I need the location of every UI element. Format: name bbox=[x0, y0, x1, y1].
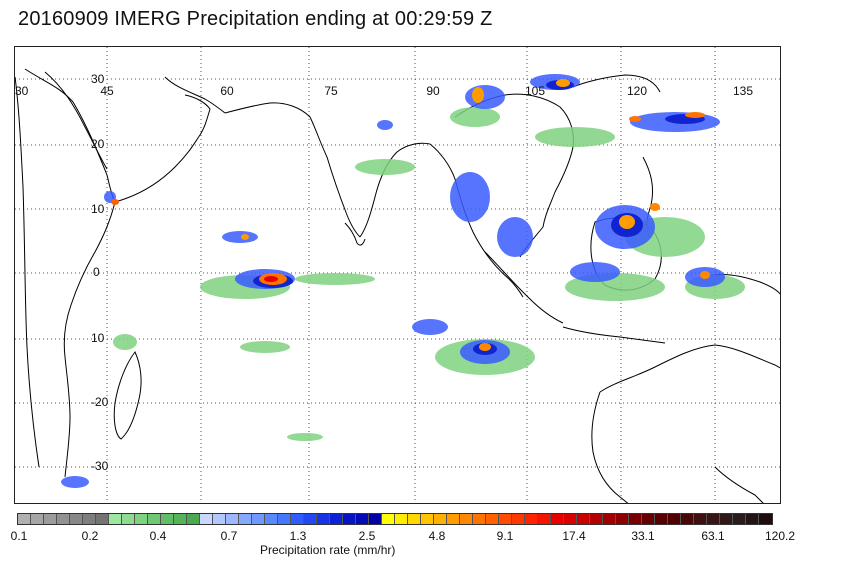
colorbar-swatch bbox=[486, 514, 499, 524]
lon-label-120: 120 bbox=[627, 84, 647, 98]
cb-tick-7: 9.1 bbox=[496, 529, 514, 543]
map-canvas: 30 45 60 75 90 105 120 135 30 20 10 0 10… bbox=[15, 47, 780, 503]
colorbar-swatch bbox=[694, 514, 707, 524]
colorbar-swatch bbox=[668, 514, 681, 524]
colorbar-swatch bbox=[44, 514, 57, 524]
colorbar-swatch bbox=[655, 514, 668, 524]
cb-tick-8: 17.4 bbox=[562, 529, 586, 543]
colorbar-swatch bbox=[317, 514, 330, 524]
lon-label-135: 135 bbox=[733, 84, 753, 98]
colorbar-swatch bbox=[421, 514, 434, 524]
colorbar-swatch bbox=[525, 514, 538, 524]
colorbar-swatch bbox=[564, 514, 577, 524]
precipitation-colorbar bbox=[17, 513, 773, 525]
colorbar-swatch bbox=[18, 514, 31, 524]
colorbar-swatch bbox=[252, 514, 265, 524]
colorbar-swatch bbox=[447, 514, 460, 524]
lon-label-60: 60 bbox=[220, 84, 234, 98]
colorbar-swatch bbox=[642, 514, 655, 524]
colorbar-swatch bbox=[135, 514, 148, 524]
colorbar-swatch bbox=[681, 514, 694, 524]
colorbar-swatch bbox=[395, 514, 408, 524]
colorbar-swatch bbox=[304, 514, 317, 524]
colorbar-swatch bbox=[499, 514, 512, 524]
cb-tick-4: 1.3 bbox=[289, 529, 307, 543]
cb-tick-1: 0.2 bbox=[81, 529, 99, 543]
colorbar-swatch bbox=[707, 514, 720, 524]
colorbar-swatch bbox=[382, 514, 395, 524]
colorbar-swatch bbox=[538, 514, 551, 524]
colorbar-swatch bbox=[200, 514, 213, 524]
colorbar-swatch bbox=[616, 514, 629, 524]
colorbar-swatch bbox=[551, 514, 564, 524]
lon-label-105: 105 bbox=[525, 84, 545, 98]
colorbar-swatch bbox=[408, 514, 421, 524]
colorbar-swatch bbox=[720, 514, 733, 524]
intense-rain-cores bbox=[111, 79, 710, 351]
colorbar-swatch bbox=[57, 514, 70, 524]
colorbar-swatch bbox=[83, 514, 96, 524]
colorbar-swatch bbox=[96, 514, 109, 524]
cb-tick-0: 0.1 bbox=[10, 529, 28, 543]
lat-label-10: 10 bbox=[91, 202, 105, 216]
cb-tick-11: 120.2 bbox=[764, 529, 796, 543]
colorbar-swatch bbox=[187, 514, 200, 524]
colorbar-swatch bbox=[603, 514, 616, 524]
colorbar-swatch bbox=[122, 514, 135, 524]
cb-tick-2: 0.4 bbox=[149, 529, 167, 543]
colorbar-swatch bbox=[70, 514, 83, 524]
colorbar-tick-labels: 0.1 0.2 0.4 0.7 1.3 2.5 4.8 9.1 17.4 33.… bbox=[0, 529, 865, 545]
colorbar-swatch bbox=[174, 514, 187, 524]
colorbar-swatch bbox=[356, 514, 369, 524]
latitude-labels: 30 20 10 0 10 -20 -30 bbox=[91, 72, 109, 473]
colorbar-swatch bbox=[512, 514, 525, 524]
cb-tick-10: 63.1 bbox=[701, 529, 725, 543]
colorbar-swatch bbox=[226, 514, 239, 524]
colorbar-swatch bbox=[473, 514, 486, 524]
colorbar-swatch bbox=[109, 514, 122, 524]
light-rain-areas bbox=[113, 107, 745, 441]
colorbar-swatch bbox=[161, 514, 174, 524]
longitude-labels: 30 45 60 75 90 105 120 135 bbox=[15, 84, 753, 98]
colorbar-swatch bbox=[460, 514, 473, 524]
colorbar-swatch bbox=[629, 514, 642, 524]
colorbar-swatch bbox=[590, 514, 603, 524]
colorbar-swatch bbox=[343, 514, 356, 524]
colorbar-swatch bbox=[434, 514, 447, 524]
colorbar-swatch bbox=[265, 514, 278, 524]
colorbar-swatch bbox=[148, 514, 161, 524]
colorbar-swatch bbox=[291, 514, 304, 524]
cb-tick-9: 33.1 bbox=[631, 529, 655, 543]
coastlines bbox=[15, 68, 780, 503]
lon-label-45: 45 bbox=[100, 84, 114, 98]
colorbar-swatch bbox=[239, 514, 252, 524]
colorbar-swatch bbox=[330, 514, 343, 524]
colorbar-swatch bbox=[577, 514, 590, 524]
lat-label-30: 30 bbox=[91, 72, 105, 86]
lat-label-minus30: -30 bbox=[91, 459, 109, 473]
colorbar-swatch bbox=[746, 514, 759, 524]
cb-tick-5: 2.5 bbox=[358, 529, 376, 543]
lon-label-75: 75 bbox=[324, 84, 338, 98]
colorbar-title: Precipitation rate (mm/hr) bbox=[260, 543, 396, 557]
colorbar-swatch bbox=[31, 514, 44, 524]
colorbar-swatch bbox=[369, 514, 382, 524]
colorbar-swatch bbox=[759, 514, 772, 524]
lon-label-90: 90 bbox=[426, 84, 440, 98]
lon-label-30: 30 bbox=[15, 84, 29, 98]
lat-label-minus10: 10 bbox=[91, 331, 105, 345]
cb-tick-3: 0.7 bbox=[220, 529, 238, 543]
colorbar-swatch bbox=[733, 514, 746, 524]
colorbar-swatch bbox=[213, 514, 226, 524]
cb-tick-6: 4.8 bbox=[428, 529, 446, 543]
lat-label-minus20: -20 bbox=[91, 395, 109, 409]
precipitation-map: 30 45 60 75 90 105 120 135 30 20 10 0 10… bbox=[14, 46, 781, 504]
map-title: 20160909 IMERG Precipitation ending at 0… bbox=[18, 8, 493, 30]
lat-label-0: 0 bbox=[93, 265, 100, 279]
lat-label-20: 20 bbox=[91, 137, 105, 151]
colorbar-swatch bbox=[278, 514, 291, 524]
